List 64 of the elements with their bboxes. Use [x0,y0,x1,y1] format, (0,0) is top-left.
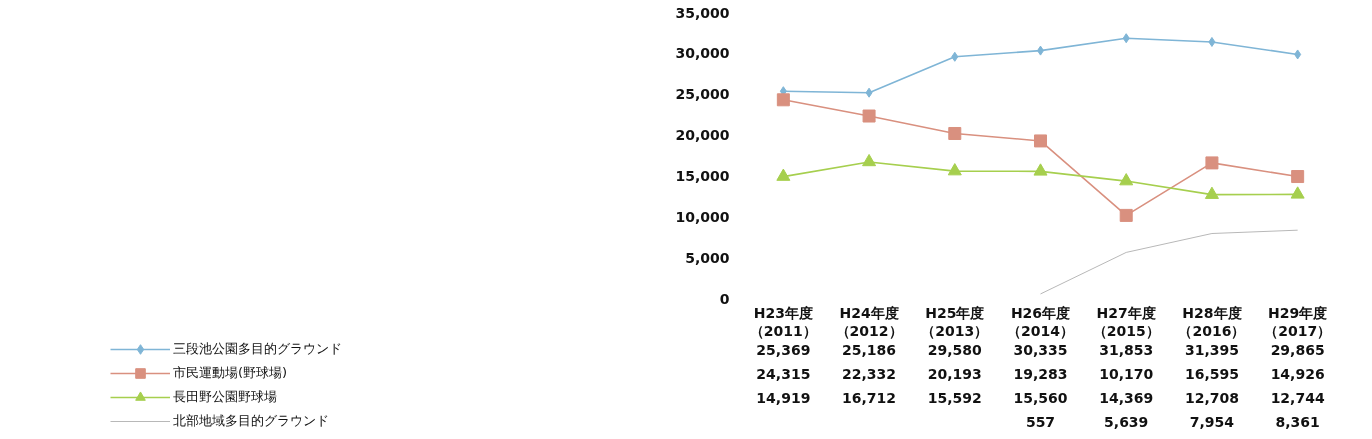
data-label: 30,335 [1013,341,1068,358]
point [1034,134,1047,148]
legend-label: 北部地域多目的グラウンド [173,412,329,430]
data-label: 25,369 [756,341,811,358]
point [1033,163,1048,176]
point [1208,36,1216,47]
data-label: 25,186 [842,341,897,358]
legend-label: 三段池公園多目的グラウンド [173,340,342,358]
x-tick-label: H27年度（2015） [1092,304,1160,339]
x-tick-label: H25年度（2013） [921,304,989,339]
data-label: 14,926 [1270,365,1325,382]
point [776,93,790,107]
x-tick-label: H28年度（2016） [1178,304,1246,339]
line-series [1040,229,1299,295]
point [951,51,959,62]
x-tick-label: H23年度（2011） [749,304,817,339]
y-tick-label: 35,000 [675,4,730,21]
point [1294,49,1302,60]
data-label: 12,744 [1270,389,1325,406]
y-tick-label: 25,000 [675,86,730,103]
data-label: 14,919 [756,389,811,406]
y-tick-label: 5,000 [685,249,730,266]
data-label: 557 [1025,413,1056,430]
data-label: 24,315 [756,365,811,382]
data-label: 7,954 [1189,413,1235,430]
data-label: 29,580 [927,341,983,358]
data-label: 16,595 [1184,365,1239,382]
point [776,168,791,181]
legend-label: 市民運動場(野球場) [173,364,288,382]
point [1119,208,1133,222]
data-label: 15,592 [927,389,982,406]
point [1122,33,1130,44]
y-tick-label: 0 [719,290,730,307]
point [862,153,877,167]
x-tick-label: H29年度（2017） [1264,304,1332,339]
data-label: 20,193 [927,365,982,382]
data-label: 14,369 [1099,389,1154,406]
data-label: 15,560 [1013,389,1068,406]
x-tick-label: H26年度（2014） [1007,304,1074,339]
x-tick-label: H24年度（2012） [835,304,903,339]
y-tick-label: 30,000 [675,45,730,62]
data-label: 31,395 [1184,341,1239,358]
point [1290,186,1305,199]
point [947,163,962,176]
point [1204,186,1219,199]
data-label: 31,853 [1099,341,1154,358]
data-label: 12,708 [1184,389,1239,406]
y-tick-label: 20,000 [675,127,730,144]
data-label: 22,332 [842,365,897,382]
point [948,126,962,140]
legend-label: 長田野公園野球場 [173,388,277,406]
y-tick-label: 10,000 [675,208,730,225]
data-label: 5,639 [1104,413,1149,430]
data-label: 19,283 [1013,365,1068,382]
point [1205,156,1219,170]
data-label: 10,170 [1099,365,1154,382]
point [1119,173,1134,186]
data-label: 16,712 [842,389,897,406]
point [865,87,873,98]
data-label: 8,361 [1275,413,1320,430]
data-label: 29,865 [1270,341,1325,358]
point [1291,170,1305,184]
y-tick-label: 15,000 [675,167,730,184]
point [862,109,876,123]
